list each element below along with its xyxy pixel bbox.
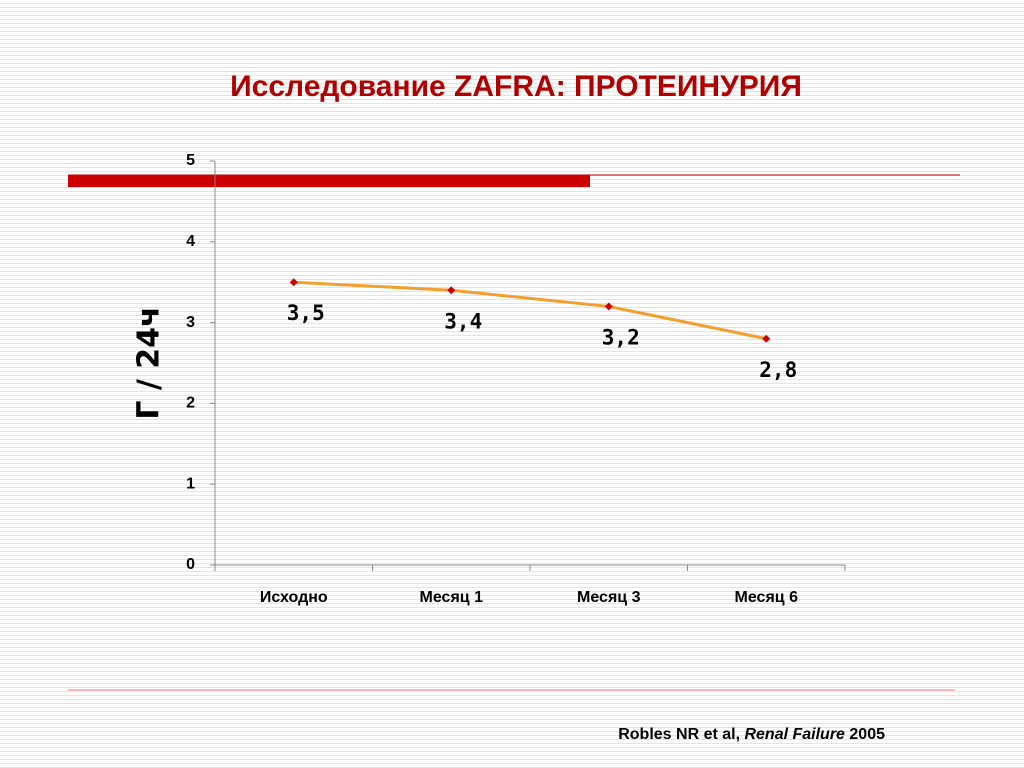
marker <box>604 302 613 311</box>
x-tick-label: Месяц 1 <box>420 589 484 606</box>
data-label: 3,5 <box>287 301 325 325</box>
y-tick-label: 1 <box>186 475 195 492</box>
y-axis-label: Г / 24ч <box>132 306 167 419</box>
line <box>293 280 767 341</box>
y-tick-label: 2 <box>186 395 195 412</box>
x-tick-label: Месяц 6 <box>735 589 799 606</box>
data-label: 3,4 <box>444 309 482 333</box>
chart-title: Исследование ZAFRA: ПРОТЕИНУРИЯ <box>230 70 802 103</box>
source-part: Robles NR et al, <box>618 726 744 743</box>
decor-bar <box>68 175 590 187</box>
marker <box>447 286 456 295</box>
data-label: 3,2 <box>602 325 640 349</box>
x-tick-label: Месяц 3 <box>577 589 641 606</box>
y-tick-label: 3 <box>186 314 195 331</box>
source: Robles NR et al, Renal Failure 2005 <box>618 726 885 743</box>
source-part: 2005 <box>845 726 885 743</box>
data-label: 2,8 <box>759 358 797 382</box>
y-tick-label: 5 <box>186 152 195 169</box>
marker <box>762 334 771 343</box>
x-tick-label: Исходно <box>260 589 328 606</box>
marker <box>289 278 298 287</box>
y-tick-label: 4 <box>186 233 195 250</box>
y-tick-label: 0 <box>186 556 195 573</box>
source-part: Renal Failure <box>744 726 845 743</box>
